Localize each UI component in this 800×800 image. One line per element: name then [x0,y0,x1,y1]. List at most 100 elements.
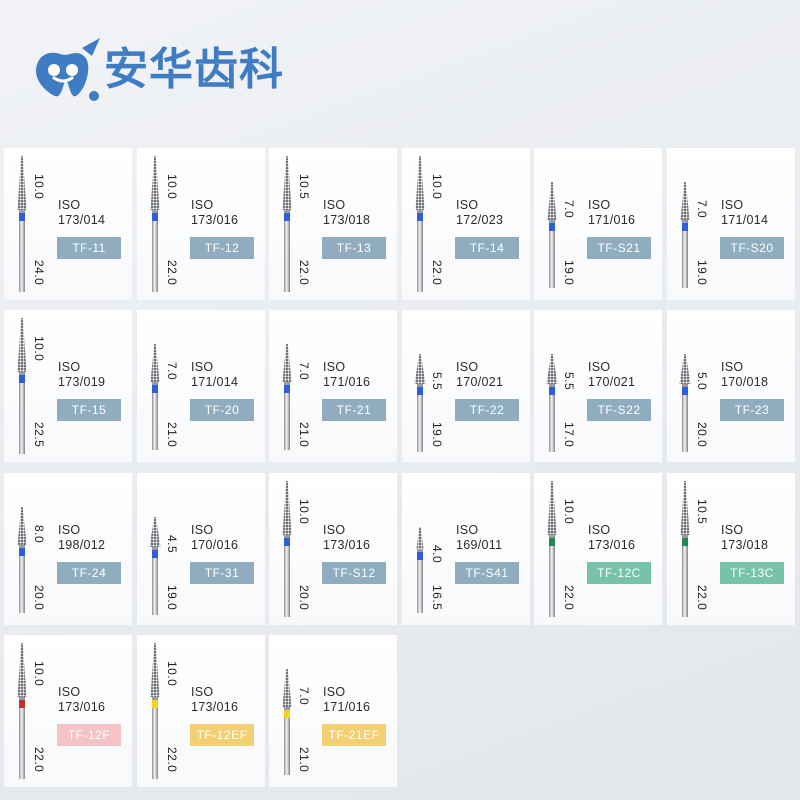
total-length-label: 22.5 [32,422,46,448]
tip-length-label: 10.0 [165,174,179,200]
iso-number: 170/018 [721,375,769,389]
bur-icon [150,156,160,292]
product-card: 10.0 20.0 ISO 173/016 TF-S12 [269,473,397,625]
product-code-badge: TF-12EF [190,724,254,746]
product-card: 5.5 19.0 ISO 170/021 TF-22 [402,310,530,462]
iso-spec: ISO 171/016 [323,360,370,390]
iso-label: ISO [721,523,744,537]
tip-length-label: 5.0 [695,372,709,391]
iso-number: 173/014 [58,213,106,227]
total-length-label: 22.0 [297,260,311,286]
product-card: 5.5 17.0 ISO 170/021 TF-S22 [534,310,662,462]
bur-icon [547,182,557,288]
iso-label: ISO [323,523,346,537]
iso-number: 173/016 [58,700,106,714]
tip-length-label: 7.0 [562,200,576,219]
product-card: 10.0 22.0 ISO 173/016 TF-12C [534,473,662,625]
product-card: 7.0 21.0 ISO 171/014 TF-20 [137,310,265,462]
product-code-badge: TF-13 [322,237,386,259]
product-card: 7.0 19.0 ISO 171/014 TF-S20 [667,148,795,300]
tip-length-label: 5.5 [430,372,444,391]
product-code-badge: TF-12C [587,562,651,584]
iso-label: ISO [191,523,214,537]
iso-spec: ISO 173/016 [588,523,635,553]
product-card: 10.0 22.0 ISO 172/023 TF-14 [402,148,530,300]
tip-length-label: 4.0 [430,545,444,564]
iso-spec: ISO 170/021 [588,360,635,390]
total-length-label: 22.0 [165,260,179,286]
iso-number: 171/016 [588,213,636,227]
iso-label: ISO [456,198,479,212]
iso-label: ISO [323,685,346,699]
total-length-label: 19.0 [430,422,444,448]
tip-length-label: 7.0 [695,200,709,219]
total-length-label: 22.0 [430,260,444,286]
iso-spec: ISO 170/021 [456,360,503,390]
iso-label: ISO [58,198,81,212]
iso-number: 171/014 [191,375,239,389]
product-card: 7.0 21.0 ISO 171/016 TF-21EF [269,635,397,787]
bur-icon [679,354,691,452]
iso-number: 171/014 [721,213,769,227]
bur-icon [150,643,160,779]
tip-length-label: 10.0 [32,336,46,362]
product-card: 8.0 20.0 ISO 198/012 TF-24 [4,473,132,625]
product-card: 10.0 22.0 ISO 173/016 TF-12 [137,148,265,300]
iso-label: ISO [58,360,81,374]
total-length-label: 19.0 [562,260,576,286]
iso-label: ISO [191,685,214,699]
iso-spec: ISO 171/014 [721,198,768,228]
bur-icon [680,182,690,288]
total-length-label: 20.0 [32,585,46,611]
total-length-label: 20.0 [695,422,709,448]
product-code-badge: TF-22 [455,399,519,421]
total-length-label: 24.0 [32,260,46,286]
product-code-badge: TF-12 [190,237,254,259]
iso-number: 173/016 [588,538,636,552]
tip-length-label: 8.0 [32,525,46,544]
product-card: 7.0 19.0 ISO 171/016 TF-S21 [534,148,662,300]
iso-number: 170/021 [456,375,504,389]
bur-icon [282,669,292,775]
iso-spec: ISO 173/016 [323,523,370,553]
total-length-label: 19.0 [695,260,709,286]
product-code-badge: TF-31 [190,562,254,584]
total-length-label: 22.0 [32,747,46,773]
iso-spec: ISO 170/016 [191,523,238,553]
tip-length-label: 10.0 [32,661,46,687]
iso-number: 173/016 [191,213,239,227]
brand-header: 安华齿科 [30,38,330,102]
iso-label: ISO [721,198,744,212]
product-card: 10.0 22.5 ISO 173/019 TF-15 [4,310,132,462]
tip-length-label: 7.0 [165,362,179,381]
iso-number: 169/011 [456,538,503,552]
product-code-badge: TF-S22 [587,399,651,421]
total-length-label: 21.0 [165,422,179,448]
product-code-badge: TF-15 [57,399,121,421]
iso-spec: ISO 173/016 [191,685,238,715]
bur-icon [547,481,557,617]
product-card: 10.0 22.0 ISO 173/016 TF-12EF [137,635,265,787]
bur-icon [17,156,27,292]
iso-label: ISO [456,523,479,537]
product-code-badge: TF-23 [720,399,784,421]
bur-icon [17,643,27,779]
tooth-logo-icon [36,38,100,101]
iso-spec: ISO 173/018 [323,198,370,228]
tip-length-label: 10.5 [695,499,709,525]
tip-length-label: 10.5 [297,174,311,200]
bur-icon [150,344,160,450]
bur-icon [17,318,27,454]
bur-icon [414,354,426,452]
bur-icon [546,354,558,452]
product-code-badge: TF-S20 [720,237,784,259]
total-length-label: 22.0 [165,747,179,773]
iso-label: ISO [191,198,214,212]
product-card: 10.5 22.0 ISO 173/018 TF-13C [667,473,795,625]
bur-icon [416,527,424,613]
product-code-badge: TF-S21 [587,237,651,259]
iso-label: ISO [58,523,81,537]
product-code-badge: TF-12F [57,724,121,746]
iso-spec: ISO 173/016 [191,198,238,228]
bur-icon [17,507,27,613]
